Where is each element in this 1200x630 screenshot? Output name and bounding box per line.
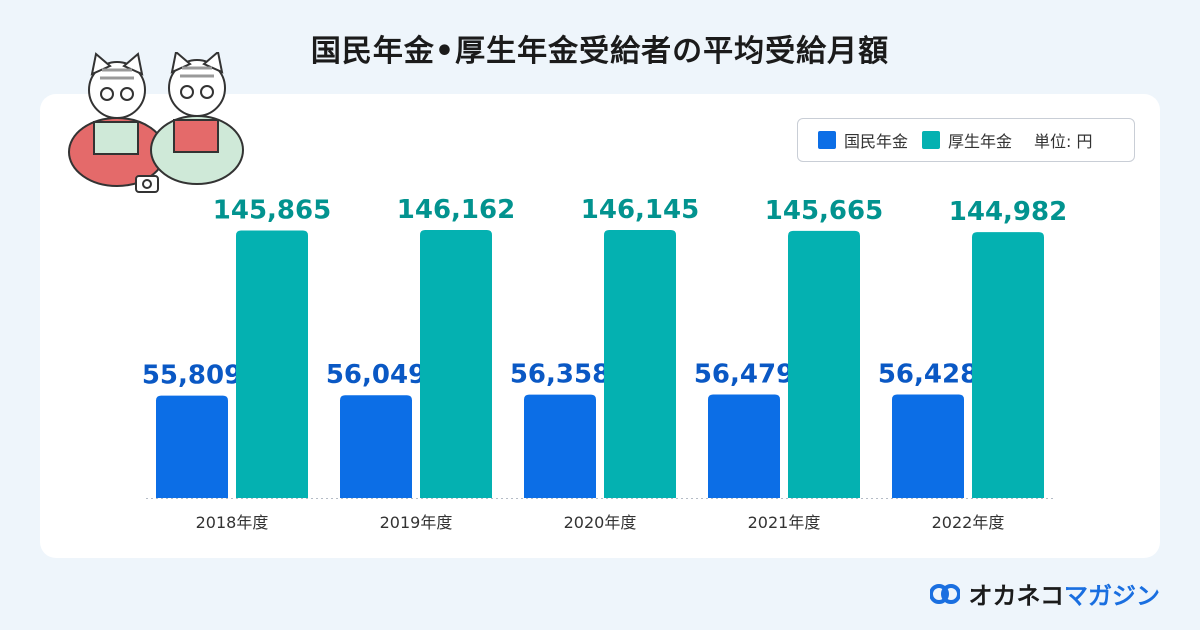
x-tick-label-4: 2022年度 bbox=[932, 513, 1005, 532]
bar-kousei-1 bbox=[420, 230, 492, 498]
bar-kokumin-3 bbox=[708, 394, 780, 498]
bar-kokumin-2 bbox=[524, 394, 596, 498]
legend-unit: 単位: 円 bbox=[1034, 132, 1093, 151]
bar-kousei-0 bbox=[236, 230, 308, 499]
data-label-kousei-4: 144,982 bbox=[949, 197, 1067, 227]
x-tick-label-3: 2021年度 bbox=[748, 513, 821, 532]
bar-kousei-3 bbox=[788, 230, 860, 498]
legend-label-kokumin: 国民年金 bbox=[844, 132, 909, 151]
data-label-kousei-2: 146,145 bbox=[581, 195, 699, 225]
x-tick-label-1: 2019年度 bbox=[380, 513, 453, 532]
chart-legend: 国民年金 厚生年金 単位: 円 bbox=[797, 118, 1135, 162]
bar-kokumin-1 bbox=[340, 395, 412, 498]
legend-swatch-kokumin bbox=[818, 131, 836, 149]
brand-name-part2: マガジン bbox=[1064, 582, 1160, 610]
legend-item-kokumin: 国民年金 bbox=[818, 128, 908, 152]
x-tick-label-0: 2018年度 bbox=[196, 513, 269, 532]
bar-kokumin-4 bbox=[892, 394, 964, 498]
data-label-kousei-3: 145,665 bbox=[765, 196, 883, 226]
data-label-kousei-0: 145,865 bbox=[213, 196, 331, 226]
legend-item-kousei: 厚生年金 bbox=[922, 128, 1012, 152]
chart-title: 国民年金•厚生年金受給者の平均受給月額 bbox=[310, 34, 890, 69]
legend-swatch-kousei bbox=[922, 131, 941, 149]
bar-kokumin-0 bbox=[156, 395, 228, 498]
brand-name-part1: オカネコ bbox=[968, 582, 1064, 610]
data-label-kokumin-0: 55,809 bbox=[142, 361, 242, 391]
data-label-kousei-1: 146,162 bbox=[397, 195, 515, 225]
legend-label-kousei: 厚生年金 bbox=[948, 132, 1013, 151]
brand-logo: オカネコ マガジン bbox=[930, 576, 1160, 611]
brand-mark-icon bbox=[930, 583, 961, 604]
bar-kousei-2 bbox=[604, 230, 676, 498]
data-label-kokumin-2: 56,358 bbox=[510, 360, 610, 390]
cats-illustration bbox=[68, 52, 244, 193]
bar-kousei-4 bbox=[972, 232, 1044, 498]
x-tick-label-2: 2020年度 bbox=[564, 513, 637, 532]
data-label-kokumin-4: 56,428 bbox=[878, 360, 978, 390]
data-label-kokumin-1: 56,049 bbox=[326, 360, 426, 390]
data-label-kokumin-3: 56,479 bbox=[694, 359, 794, 389]
